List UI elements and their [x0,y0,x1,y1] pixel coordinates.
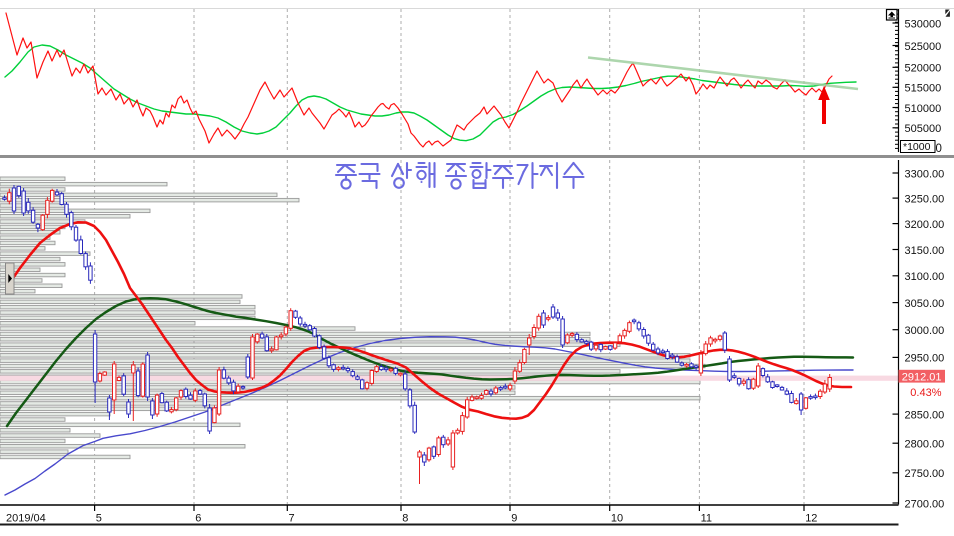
svg-text:3300.00: 3300.00 [905,168,945,180]
svg-text:6: 6 [195,513,201,525]
svg-text:520000: 520000 [905,63,942,75]
svg-text:2750.00: 2750.00 [905,468,945,480]
svg-text:2800.00: 2800.00 [905,439,945,451]
svg-text:2950.00: 2950.00 [905,353,945,365]
svg-text:9: 9 [511,513,517,525]
svg-text:515000: 515000 [905,83,942,95]
svg-text:3250.00: 3250.00 [905,193,945,205]
svg-text:0.43%: 0.43% [910,387,941,399]
svg-text:0: 0 [936,143,942,155]
svg-text:530000: 530000 [905,18,942,30]
svg-text:7: 7 [289,513,295,525]
svg-text:11: 11 [701,513,712,525]
svg-text:2912.01: 2912.01 [902,371,942,383]
svg-text:3150.00: 3150.00 [905,245,945,257]
svg-text:12: 12 [805,513,817,525]
svg-text:3200.00: 3200.00 [905,219,945,231]
svg-text:525000: 525000 [905,41,942,53]
svg-text:3000.00: 3000.00 [905,325,945,337]
svg-text:2850.00: 2850.00 [905,409,945,421]
svg-text:505000: 505000 [905,123,942,135]
svg-text:510000: 510000 [905,103,942,115]
svg-text:2019/04: 2019/04 [6,513,46,525]
svg-text:*1000: *1000 [903,141,931,153]
svg-text:10: 10 [611,513,623,525]
svg-text:3100.00: 3100.00 [905,271,945,283]
svg-text:3050.00: 3050.00 [905,298,945,310]
svg-text:2700.00: 2700.00 [905,498,945,510]
svg-text:5: 5 [96,513,102,525]
svg-text:8: 8 [402,513,408,525]
